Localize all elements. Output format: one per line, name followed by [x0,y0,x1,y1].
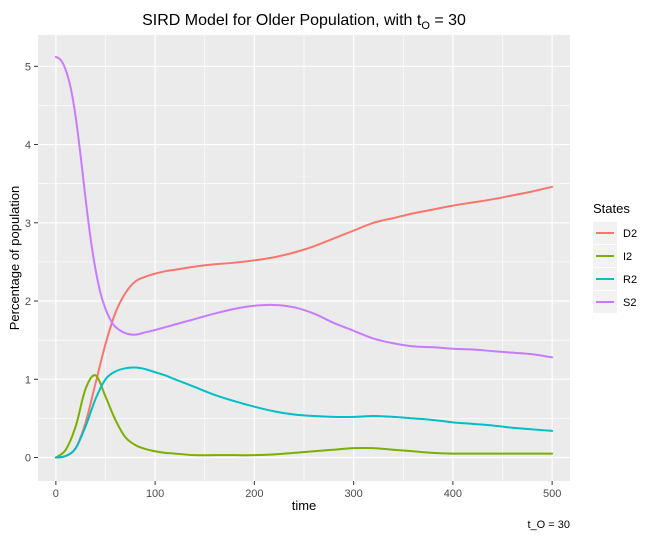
chart-title: SIRD Model for Older Population, with tO… [142,12,466,32]
x-tick-label: 0 [53,488,59,500]
y-tick-label: 4 [25,140,31,152]
chart-title-subscript: O [421,20,430,32]
y-tick-label: 2 [25,296,31,308]
x-tick-label: 400 [444,488,462,500]
x-axis: 0 100 200 300 400 500 [53,481,561,500]
legend-label-r2: R2 [623,274,637,286]
y-tick-label: 1 [25,374,31,386]
chart-title-suffix: = 30 [430,12,466,29]
legend-label-i2: I2 [623,251,632,263]
series-layer [54,55,554,459]
y-tick-label: 0 [25,453,31,465]
grid-minor [38,35,570,481]
legend: States D2 I2 R2 S2 [593,201,637,313]
series-line-i2 [54,374,554,459]
y-axis: 0 1 2 3 4 5 [25,61,38,465]
y-axis-title: Percentage of population [7,186,22,331]
legend-title: States [593,201,630,216]
x-axis-title: time [292,498,317,513]
grid-major [38,35,570,481]
x-tick-label: 300 [344,488,362,500]
x-tick-label: 100 [146,488,164,500]
legend-label-d2: D2 [623,228,637,240]
y-tick-label: 3 [25,218,31,230]
y-tick-label: 5 [25,61,31,73]
legend-label-s2: S2 [623,297,636,309]
caption: t_O = 30 [527,519,570,531]
legend-items: D2 I2 R2 S2 [593,222,637,313]
series-line-r2 [54,366,554,459]
series-line-s2 [54,55,554,359]
series-line-d2 [54,185,554,459]
x-tick-label: 200 [245,488,263,500]
x-tick-label: 500 [543,488,561,500]
chart-title-main: SIRD Model for Older Population, with t [142,12,422,29]
